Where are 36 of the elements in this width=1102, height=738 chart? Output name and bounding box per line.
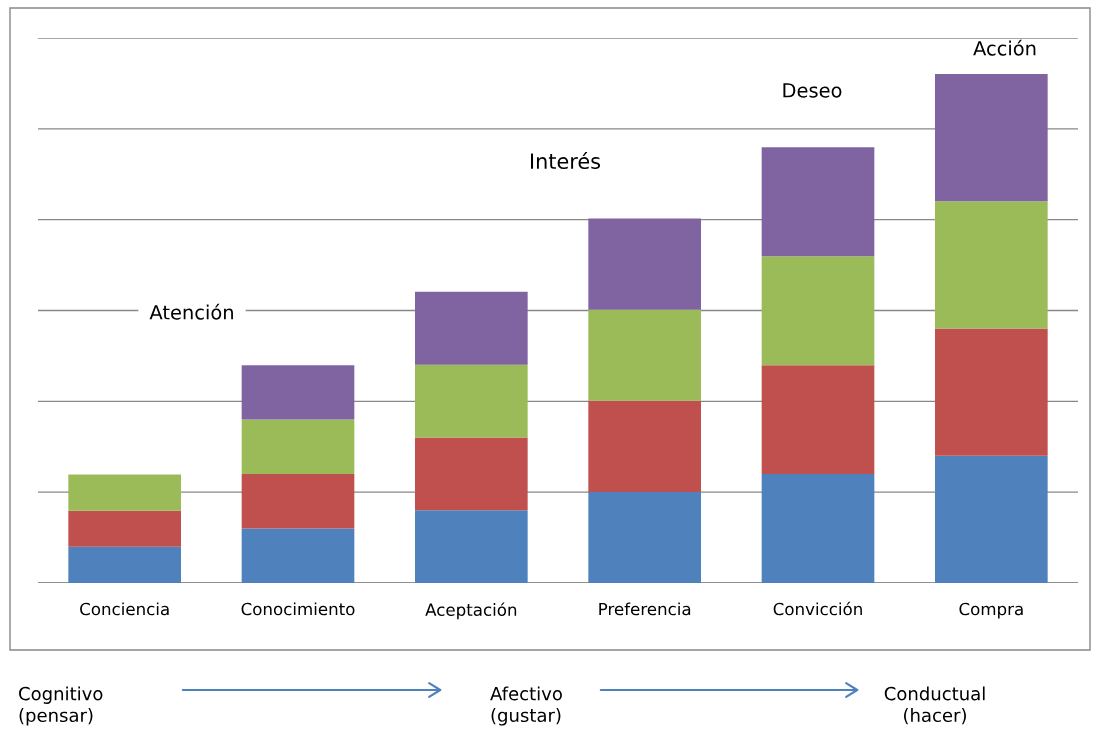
x-tick-label: Conocimiento (241, 602, 355, 616)
bar (761, 365, 875, 475)
bar (588, 491, 701, 583)
x-tick-label: Compra (959, 602, 1023, 619)
bar (935, 74, 1048, 202)
text: Cognitivo (pensar) (19, 686, 103, 726)
x-tick-label: Conciencia (80, 602, 169, 616)
bar (68, 474, 181, 511)
text: Afectivo (gustar) (490, 686, 562, 726)
bar (241, 474, 355, 529)
bar (241, 528, 355, 583)
bar (415, 364, 528, 438)
x-tick-label: Preferencia (599, 602, 691, 616)
bar (588, 218, 701, 310)
text: Conductual (hacer) (884, 686, 985, 725)
bar (415, 510, 528, 583)
bar (588, 400, 701, 492)
bar (761, 256, 875, 366)
bar (68, 510, 181, 547)
bar (935, 201, 1048, 329)
bar (588, 309, 701, 401)
annotation: Deseo (783, 83, 842, 98)
bar (761, 474, 875, 583)
bar (415, 291, 528, 365)
text: Acción (973, 39, 1036, 56)
x-tick-label: Aceptación (425, 602, 517, 620)
bar (415, 437, 528, 511)
annotation: Atención (149, 303, 233, 320)
bar (68, 546, 181, 583)
annotation: Interés (530, 152, 601, 170)
bar (241, 365, 355, 420)
bar (761, 147, 875, 257)
x-tick-label: Convicción (773, 601, 862, 616)
bar (935, 455, 1048, 583)
bar (241, 419, 355, 475)
bar (935, 328, 1048, 456)
